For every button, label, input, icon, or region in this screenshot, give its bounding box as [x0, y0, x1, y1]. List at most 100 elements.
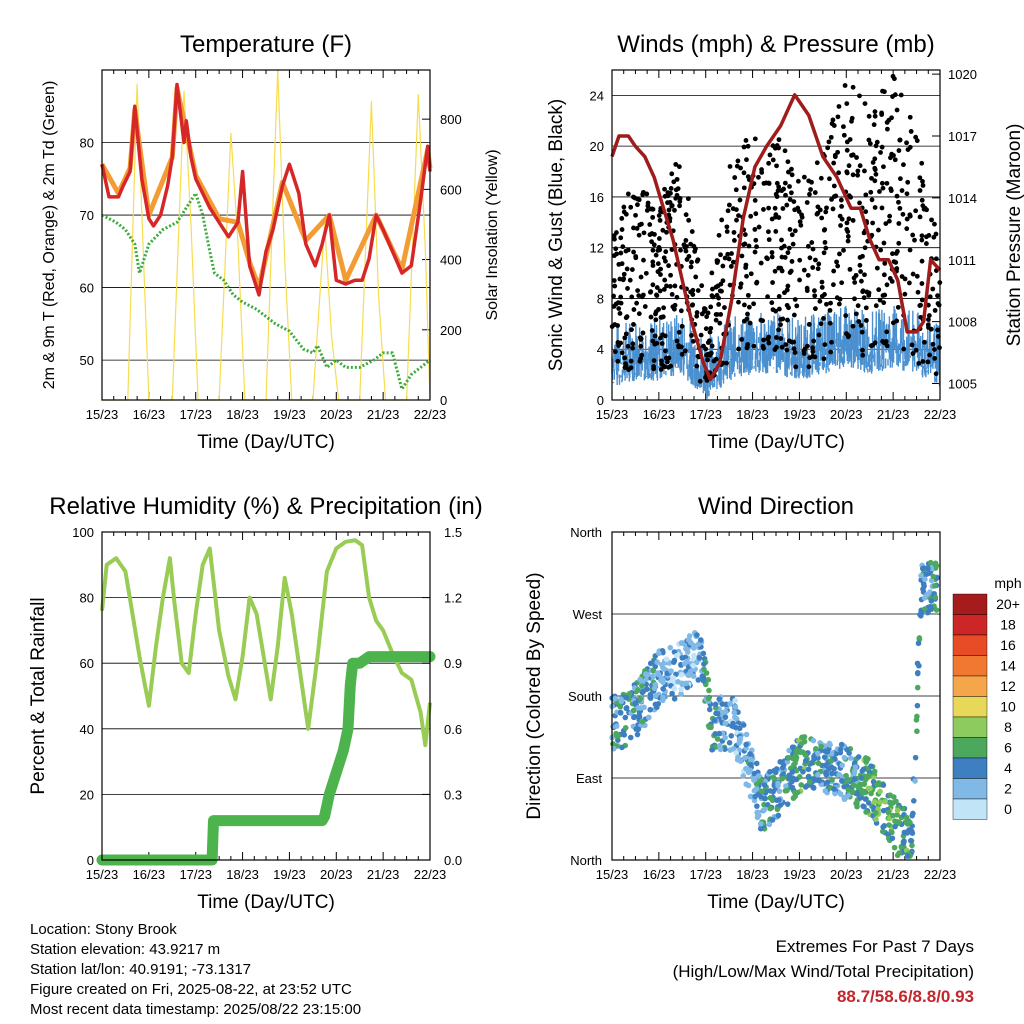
gust-point — [793, 364, 799, 370]
gust-point — [819, 215, 825, 221]
gust-point — [918, 314, 924, 320]
gust-point — [616, 306, 622, 311]
gust-point — [630, 341, 636, 347]
y2-tick-label: 400 — [440, 253, 462, 268]
direction-point — [709, 747, 715, 753]
gust-point — [872, 109, 878, 115]
legend-label: 16 — [1000, 637, 1016, 653]
gust-point — [912, 237, 917, 243]
gust-point — [622, 335, 628, 341]
gust-point — [766, 205, 771, 211]
panel-title: Temperature (F) — [180, 31, 352, 58]
direction-point — [690, 673, 697, 680]
gust-point — [671, 306, 677, 312]
legend-swatch — [952, 655, 988, 677]
direction-point — [917, 611, 923, 618]
direction-point — [828, 751, 835, 757]
direction-point — [745, 782, 752, 789]
gust-point — [869, 175, 874, 181]
x-tick-label: 15/23 — [86, 407, 119, 422]
legend-swatch — [952, 614, 988, 636]
gust-point — [690, 292, 696, 298]
gust-point — [725, 251, 731, 257]
gust-point — [714, 292, 720, 298]
gust-point — [645, 203, 651, 209]
gust-point — [635, 288, 641, 293]
gust-point — [917, 175, 923, 181]
gust-point — [714, 258, 720, 263]
gust-point — [635, 196, 640, 202]
gust-point — [810, 265, 816, 270]
gust-point — [671, 179, 677, 185]
gust-point — [883, 339, 889, 344]
gust-point — [707, 329, 713, 335]
x-tick-label: 19/23 — [783, 407, 816, 422]
gust-point — [649, 328, 655, 333]
gust-point — [652, 333, 658, 339]
gust-point — [789, 166, 794, 172]
gust-point — [935, 301, 941, 306]
gust-point — [919, 258, 925, 264]
gust-point — [770, 157, 776, 163]
gust-point — [876, 287, 882, 293]
gust-point — [841, 132, 847, 138]
y2-axis-label: Solar Insolation (Yellow) — [484, 149, 501, 320]
direction-point — [690, 662, 697, 669]
gust-point — [695, 353, 701, 359]
gust-point — [629, 327, 634, 333]
gust-point — [850, 218, 856, 223]
gust-point — [698, 332, 704, 338]
gust-point — [787, 270, 793, 275]
dewpoint-line — [101, 191, 431, 391]
gust-point — [850, 152, 856, 158]
gust-point — [797, 257, 803, 263]
direction-point — [634, 731, 641, 738]
gust-point — [789, 232, 795, 238]
gust-point — [782, 290, 787, 296]
gust-point — [917, 303, 923, 309]
direction-point — [810, 737, 817, 744]
gust-point — [838, 223, 843, 228]
gust-point — [811, 338, 817, 344]
direction-point — [631, 714, 638, 720]
direction-point — [806, 779, 813, 785]
gust-point — [871, 122, 877, 128]
gust-point — [725, 208, 731, 214]
gust-point — [880, 339, 886, 344]
gust-point — [836, 170, 842, 176]
gust-point — [812, 190, 818, 195]
gust-point — [689, 259, 694, 265]
gust-point — [744, 157, 749, 163]
gust-point — [769, 250, 775, 255]
gust-point — [787, 197, 793, 202]
direction-point — [907, 819, 913, 826]
direction-point — [847, 755, 854, 761]
direction-point — [890, 812, 896, 819]
gust-point — [845, 234, 851, 239]
direction-point — [773, 797, 780, 803]
gust-point — [823, 209, 829, 215]
gust-point — [919, 160, 925, 166]
gust-point — [872, 113, 878, 119]
direction-point — [812, 746, 819, 752]
gust-point — [765, 294, 770, 300]
gust-point — [884, 329, 890, 335]
gust-point — [926, 317, 931, 322]
gust-point — [744, 316, 750, 322]
gust-point — [655, 261, 661, 267]
panel-title: Wind Direction — [698, 493, 854, 520]
direction-point — [789, 775, 796, 781]
gust-point — [748, 271, 754, 277]
direction-point — [928, 606, 935, 613]
direction-point — [919, 565, 926, 572]
gust-point — [651, 242, 657, 248]
gust-point — [886, 218, 892, 224]
gust-point — [854, 155, 859, 160]
direction-point — [775, 780, 781, 787]
gust-point — [638, 343, 644, 349]
gust-point — [852, 280, 858, 285]
direction-point — [722, 709, 729, 715]
gust-point — [859, 329, 865, 335]
gust-point — [779, 237, 784, 243]
x-tick-label: 21/23 — [367, 867, 400, 882]
